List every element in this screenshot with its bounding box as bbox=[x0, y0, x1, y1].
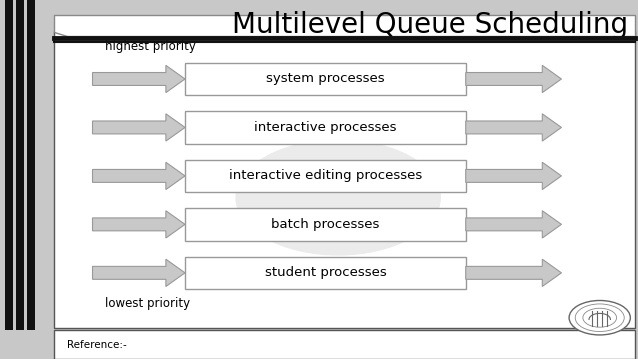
Circle shape bbox=[569, 300, 630, 335]
Polygon shape bbox=[54, 15, 635, 36]
Text: highest priority: highest priority bbox=[105, 40, 196, 53]
Text: batch processes: batch processes bbox=[271, 218, 380, 231]
Polygon shape bbox=[466, 259, 561, 286]
Bar bbox=[185, 63, 466, 95]
Polygon shape bbox=[93, 162, 185, 190]
Bar bbox=[16, 0, 24, 330]
Bar bbox=[54, 330, 635, 359]
Polygon shape bbox=[466, 114, 561, 141]
Text: system processes: system processes bbox=[266, 73, 385, 85]
Bar bbox=[185, 111, 466, 144]
Text: Multilevel Queue Scheduling: Multilevel Queue Scheduling bbox=[232, 11, 628, 39]
Text: Reference:-: Reference:- bbox=[67, 340, 127, 350]
Polygon shape bbox=[93, 211, 185, 238]
Bar bbox=[185, 160, 466, 192]
Text: student processes: student processes bbox=[265, 266, 386, 279]
Bar bbox=[185, 257, 466, 289]
Circle shape bbox=[236, 140, 440, 255]
Polygon shape bbox=[466, 211, 561, 238]
Polygon shape bbox=[93, 259, 185, 286]
Bar bbox=[185, 208, 466, 241]
Text: interactive editing processes: interactive editing processes bbox=[229, 169, 422, 182]
Bar bbox=[54, 31, 635, 328]
Polygon shape bbox=[93, 114, 185, 141]
Bar bbox=[27, 0, 35, 330]
Polygon shape bbox=[466, 162, 561, 190]
Text: lowest priority: lowest priority bbox=[105, 297, 190, 310]
Text: interactive processes: interactive processes bbox=[254, 121, 397, 134]
Polygon shape bbox=[466, 65, 561, 93]
Polygon shape bbox=[93, 65, 185, 93]
Bar bbox=[5, 0, 13, 330]
